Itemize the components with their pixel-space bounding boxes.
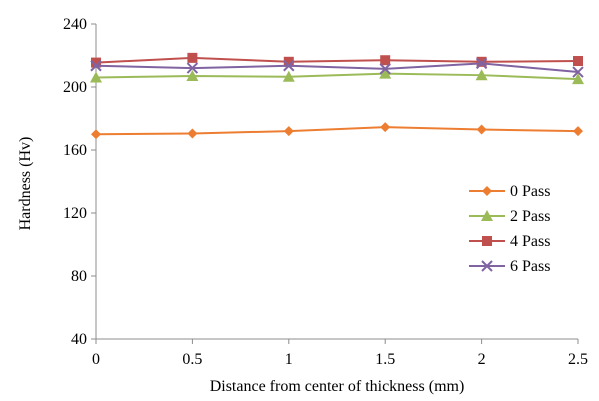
data-point	[379, 67, 392, 79]
data-point	[380, 55, 391, 66]
data-point	[91, 129, 101, 140]
y-tick-label: 120	[63, 205, 87, 222]
x-tick-label: 0.5	[182, 351, 202, 368]
series-line	[95, 126, 579, 136]
data-point	[573, 56, 583, 67]
legend-marker	[482, 236, 492, 246]
data-point	[186, 62, 199, 74]
y-tick-label: 40	[71, 331, 87, 348]
legend-label: 0 Pass	[510, 183, 550, 200]
data-point	[283, 126, 294, 137]
data-point	[476, 56, 487, 67]
data-point	[90, 60, 102, 72]
data-point	[187, 52, 198, 63]
x-tick-label: 2.5	[568, 351, 588, 368]
series-0-pass	[91, 122, 583, 140]
series-line	[95, 62, 579, 74]
data-point	[573, 126, 583, 137]
legend-item: 0 Pass	[469, 183, 550, 200]
x-tick-label: 2	[478, 351, 486, 368]
y-tick-label: 160	[63, 142, 87, 159]
data-point	[186, 69, 199, 81]
data-point	[572, 73, 584, 85]
legend-marker	[481, 210, 493, 221]
data-point	[572, 66, 584, 78]
data-point	[90, 71, 102, 83]
legend-item: 6 Pass	[469, 258, 550, 275]
series-line	[95, 56, 579, 64]
data-point	[380, 122, 391, 133]
data-point	[91, 57, 101, 68]
y-tick-label: 80	[71, 268, 87, 285]
y-tick-label: 200	[63, 79, 87, 96]
legend-label: 6 Pass	[510, 258, 550, 275]
data-point	[187, 128, 198, 139]
y-axis-label: Hardness (Hv)	[17, 137, 34, 231]
y-tick-labels: 40 80 120 160 200 240	[63, 16, 87, 348]
y-tick-label: 240	[63, 16, 87, 33]
series-4-pass	[91, 52, 583, 68]
data-point	[476, 124, 487, 135]
x-tick-label: 0	[92, 351, 100, 368]
data-point	[475, 57, 488, 70]
data-point	[282, 70, 295, 82]
x-tick-labels: 0 0.5 1 1.5 2 2.5	[92, 351, 588, 368]
x-tick-label: 1.5	[375, 351, 395, 368]
data-point	[475, 69, 488, 81]
legend-item: 2 Pass	[469, 208, 550, 225]
legend-item: 4 Pass	[469, 233, 550, 250]
data-point	[379, 63, 391, 75]
legend-marker	[482, 186, 492, 196]
series-layer	[90, 52, 584, 140]
x-axis-label: Distance from center of thickness (mm)	[210, 378, 465, 395]
legend-marker	[481, 260, 493, 272]
legend: 0 Pass 2 Pass 4 Pass 6 Pass	[469, 183, 550, 275]
series-6-pass	[90, 57, 584, 78]
data-point	[283, 60, 295, 72]
x-tick-label: 1	[285, 351, 293, 368]
series-2-pass	[90, 67, 584, 85]
data-point	[283, 56, 294, 67]
legend-label: 4 Pass	[510, 233, 550, 250]
axes	[91, 23, 579, 344]
legend-label: 2 Pass	[510, 208, 550, 225]
series-line	[95, 72, 579, 81]
